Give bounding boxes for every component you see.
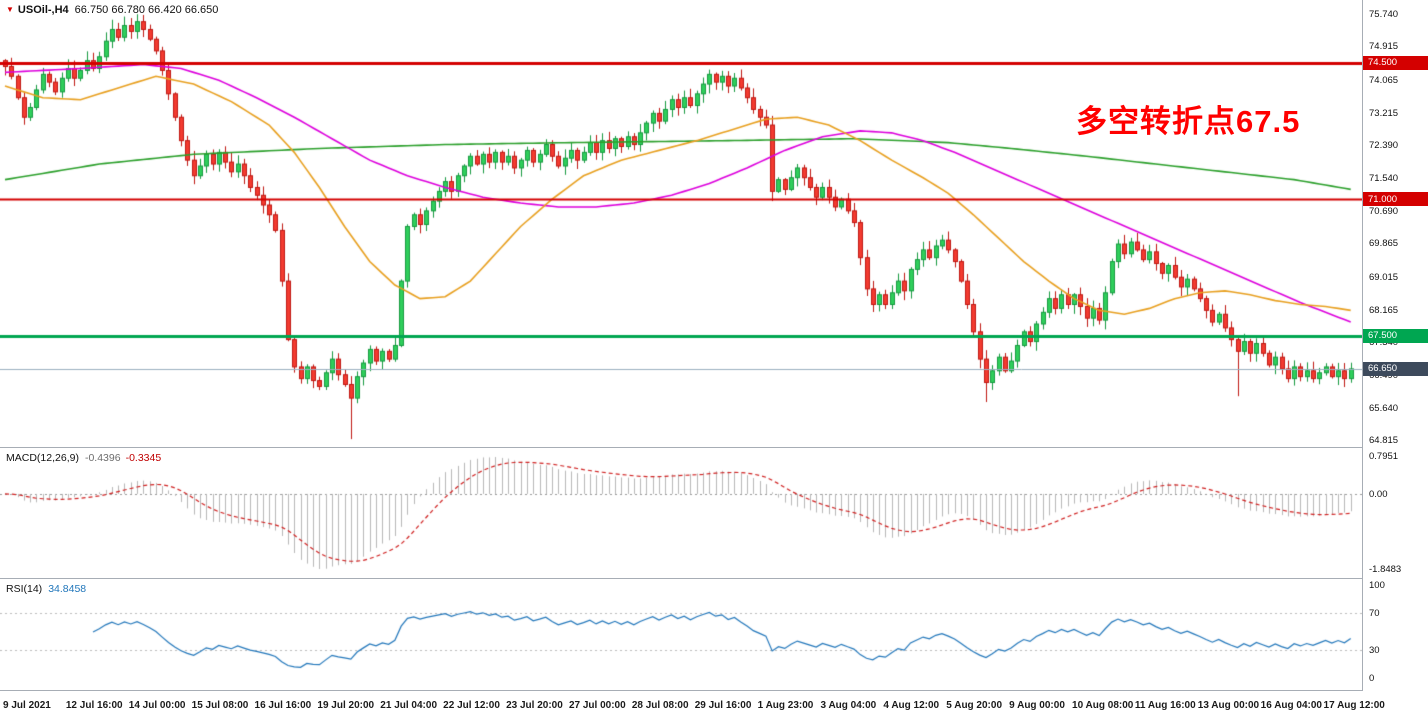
price-axis-label: 68.165 <box>1369 304 1399 316</box>
time-axis-label: 29 Jul 16:00 <box>694 700 752 711</box>
price-axis-label: 74.065 <box>1369 74 1399 86</box>
macd-indicator-canvas[interactable] <box>0 448 1362 578</box>
price-level-tag[interactable]: 66.650 <box>1363 361 1428 376</box>
rsi-axis-0-label: 0 <box>1369 673 1375 684</box>
time-axis-label: 9 Aug 00:00 <box>1009 700 1065 711</box>
ohlc-values: 66.750 66.780 66.420 66.650 <box>74 4 219 16</box>
time-axis-label: 17 Aug 12:00 <box>1323 700 1385 711</box>
symbol-info-bar: ▼ USOil-,H4 66.750 66.780 66.420 66.650 <box>6 4 218 16</box>
sell-marker-icon: ▼ <box>6 5 14 14</box>
macd-rsi-divider[interactable] <box>0 578 1428 579</box>
price-axis[interactable]: 0.7951 0.00 -1.8483 100 70 30 0 75.740 74… <box>1363 0 1428 724</box>
macd-panel-label: MACD(12,26,9) -0.4396 -0.3345 <box>6 452 161 464</box>
price-axis-label: 71.540 <box>1369 173 1399 185</box>
time-axis-label: 16 Aug 04:00 <box>1260 700 1322 711</box>
rsi-timeaxis-divider <box>0 690 1428 691</box>
macd-signal-value: -0.3345 <box>125 452 162 464</box>
time-axis-label: 12 Jul 16:00 <box>65 700 123 711</box>
time-axis-label: 9 Jul 2021 <box>3 700 51 711</box>
price-axis-label: 70.690 <box>1369 206 1399 218</box>
price-axis-label: 72.390 <box>1369 139 1399 151</box>
rsi-indicator-name: RSI(14) <box>6 583 43 595</box>
time-axis-label: 14 Jul 00:00 <box>128 700 186 711</box>
price-axis-divider <box>1362 0 1363 724</box>
price-level-tag[interactable]: 71.000 <box>1363 192 1428 207</box>
time-axis-label: 5 Aug 20:00 <box>946 700 1003 711</box>
price-axis-label: 75.740 <box>1369 9 1399 21</box>
macd-main-value: -0.4396 <box>84 452 121 464</box>
rsi-panel-label: RSI(14) 34.8458 <box>6 583 86 595</box>
time-axis-label: 19 Jul 20:00 <box>317 700 375 711</box>
macd-axis-zero-label: 0.00 <box>1369 488 1388 500</box>
time-axis-label: 16 Jul 16:00 <box>254 700 312 711</box>
symbol-timeframe-label: USOil-,H4 <box>17 4 69 16</box>
main-price-chart-canvas[interactable] <box>0 0 1362 447</box>
macd-axis-max-label: 0.7951 <box>1369 451 1399 462</box>
rsi-axis-30-label: 30 <box>1369 645 1380 657</box>
time-axis-label: 10 Aug 08:00 <box>1072 700 1134 711</box>
macd-indicator-name: MACD(12,26,9) <box>6 452 79 464</box>
price-axis-label: 69.865 <box>1369 238 1399 250</box>
time-axis-label: 15 Jul 08:00 <box>191 700 249 711</box>
price-axis-label: 69.015 <box>1369 271 1399 283</box>
time-axis-label: 21 Jul 04:00 <box>380 700 438 711</box>
chart-annotation-text: 多空转折点67.5 <box>1076 104 1301 139</box>
time-axis[interactable]: 9 Jul 2021 12 Jul 16:00 14 Jul 00:00 15 Jul… <box>0 691 1428 724</box>
time-axis-label: 13 Aug 00:00 <box>1197 700 1260 711</box>
price-axis-label: 65.640 <box>1369 403 1399 415</box>
price-axis-label: 74.915 <box>1369 41 1399 53</box>
price-level-tag[interactable]: 67.500 <box>1363 328 1428 343</box>
main-macd-divider[interactable] <box>0 447 1428 448</box>
price-level-tag[interactable]: 74.500 <box>1363 55 1428 70</box>
time-axis-label: 23 Jul 20:00 <box>506 700 563 711</box>
rsi-indicator-canvas[interactable] <box>0 579 1362 690</box>
time-axis-label: 1 Aug 23:00 <box>757 700 814 711</box>
time-axis-label: 3 Aug 04:00 <box>820 700 877 711</box>
rsi-value: 34.8458 <box>48 583 87 595</box>
price-axis-label: 64.815 <box>1369 435 1399 447</box>
rsi-axis-70-label: 70 <box>1369 607 1380 619</box>
rsi-axis-100-label: 100 <box>1369 580 1385 591</box>
macd-axis-min-label: -1.8483 <box>1369 564 1402 575</box>
time-axis-label: 28 Jul 08:00 <box>631 700 689 711</box>
time-axis-label: 11 Aug 16:00 <box>1134 700 1196 711</box>
time-axis-label: 4 Aug 12:00 <box>883 700 940 711</box>
time-axis-label: 27 Jul 00:00 <box>568 700 626 711</box>
price-axis-label: 73.215 <box>1369 107 1399 119</box>
time-axis-label: 22 Jul 12:00 <box>443 700 500 711</box>
